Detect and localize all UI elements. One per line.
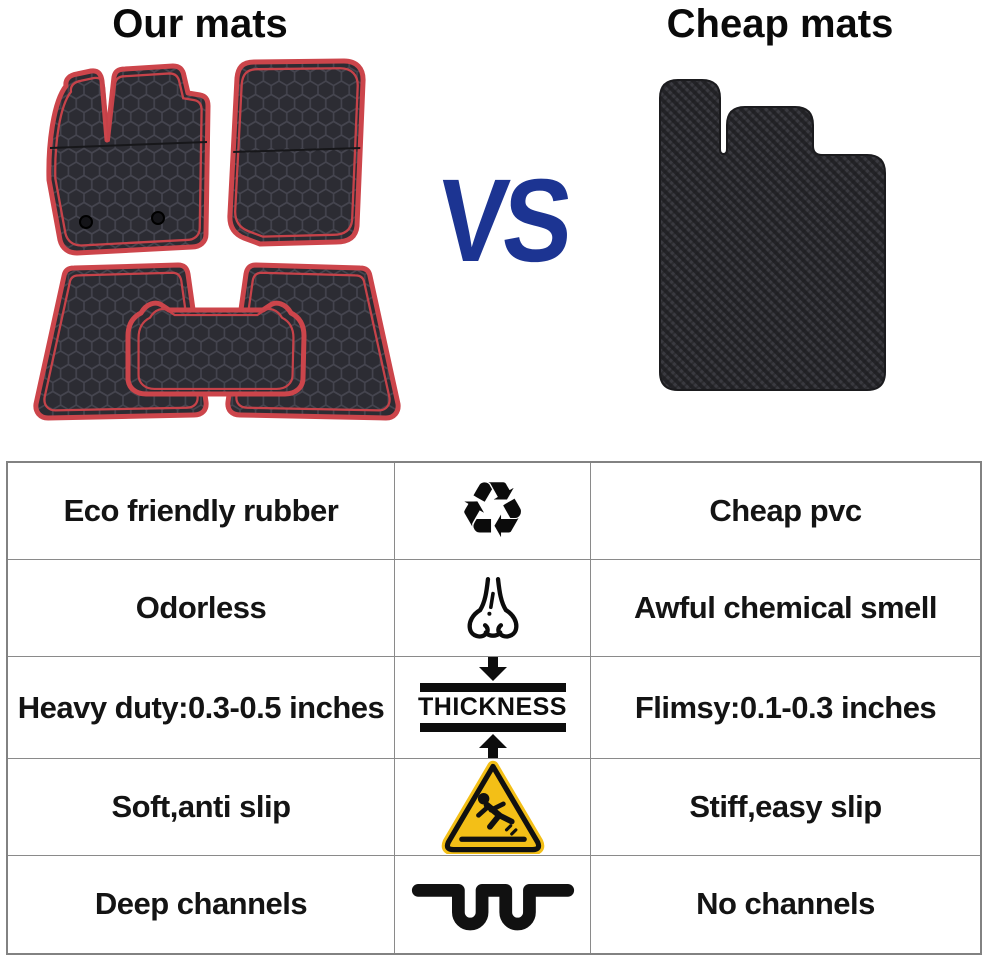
our-mats-title: Our mats <box>112 2 288 46</box>
feature-cheap-flimsy: Flimsy:0.1-0.3 inches <box>591 657 980 759</box>
feature-cheap-nochannels: No channels <box>591 856 980 953</box>
thickness-bottom-bar <box>419 722 566 732</box>
our-mats-image <box>6 54 418 428</box>
feature-text: Eco friendly rubber <box>63 493 339 529</box>
feature-our-channels: Deep channels <box>8 855 395 953</box>
mat-snap-button <box>151 211 165 225</box>
front-passenger-mat <box>230 61 363 244</box>
feature-our-eco: Eco friendly rubber <box>8 463 395 561</box>
feature-text: Heavy duty:0.3-0.5 inches <box>17 689 385 725</box>
channels-icon <box>395 855 591 953</box>
feature-our-odorless: Odorless <box>8 560 395 658</box>
feature-text: No channels <box>696 886 875 922</box>
thickness-icon: THICKNESS <box>395 657 591 759</box>
rear-center-mat <box>128 303 304 394</box>
front-driver-mat <box>49 66 208 253</box>
thickness-label: THICKNESS <box>418 693 567 722</box>
mat-snap-button <box>79 215 93 229</box>
feature-cheap-smell: Awful chemical smell <box>591 560 980 658</box>
cheap-mats-title: Cheap mats <box>666 2 894 46</box>
comparison-table: Eco friendly rubber ♻ Cheap pvc Odorless <box>6 461 982 955</box>
feature-text: Awful chemical smell <box>634 590 938 626</box>
arrow-down-icon <box>478 657 507 682</box>
feature-our-thickness: Heavy duty:0.3-0.5 inches <box>8 657 395 759</box>
recycle-icon: ♻ <box>395 463 591 561</box>
nose-icon <box>395 560 591 658</box>
thickness-top-bar <box>419 683 566 693</box>
feature-text: Deep channels <box>94 886 308 922</box>
feature-text: Odorless <box>135 590 267 626</box>
feature-text: Stiff,easy slip <box>689 788 882 824</box>
cheap-mat-image <box>659 79 886 391</box>
feature-text: Flimsy:0.1-0.3 inches <box>634 689 937 725</box>
feature-our-soft: Soft,anti slip <box>8 758 395 856</box>
feature-cheap-stiff: Stiff,easy slip <box>591 759 980 856</box>
slip-warning-icon <box>395 758 591 856</box>
feature-cheap-pvc: Cheap pvc <box>591 463 980 561</box>
arrow-up-icon <box>478 733 507 758</box>
feature-text: Cheap pvc <box>709 493 862 529</box>
feature-text: Soft,anti slip <box>111 788 292 824</box>
vs-label: VS <box>433 155 573 287</box>
